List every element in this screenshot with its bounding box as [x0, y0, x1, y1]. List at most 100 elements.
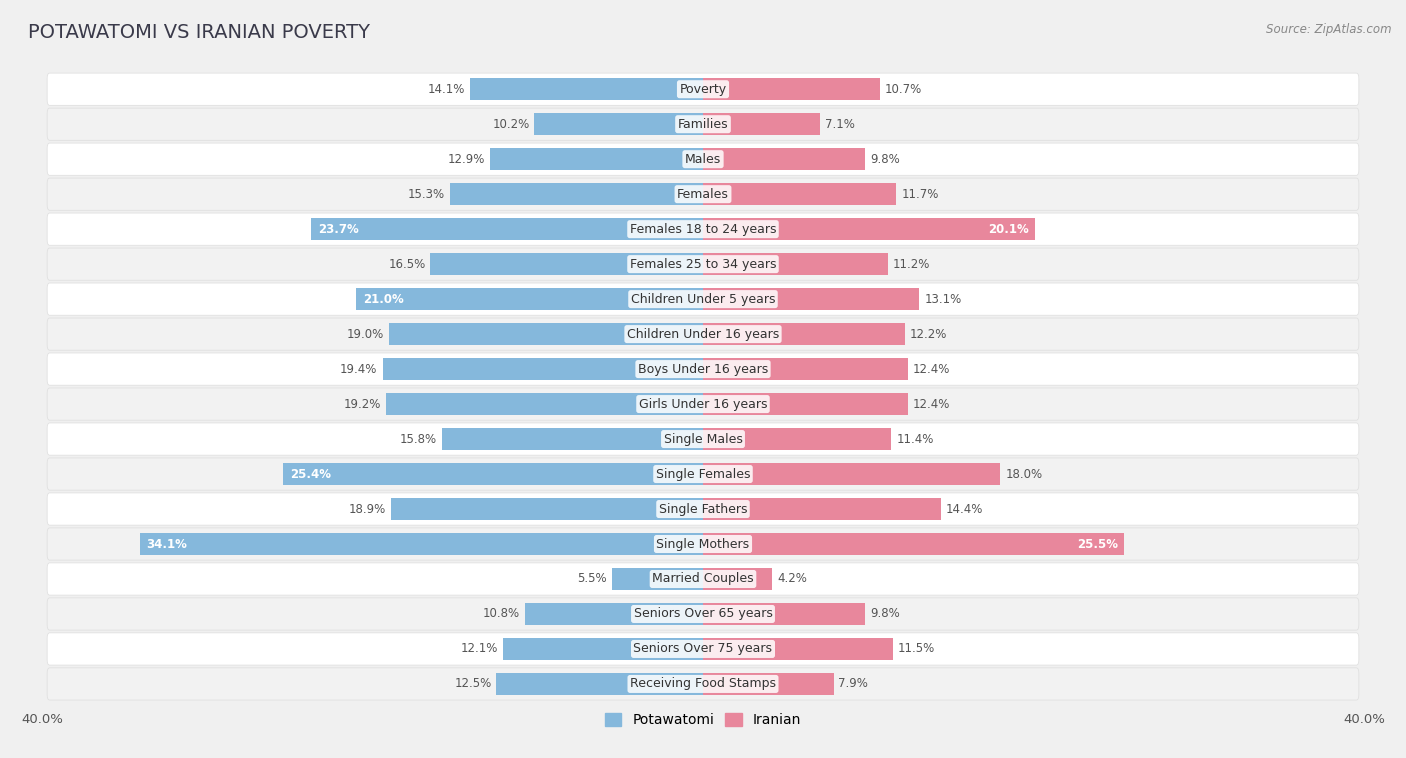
Bar	[503, 638, 703, 659]
Text: Source: ZipAtlas.com: Source: ZipAtlas.com	[1267, 23, 1392, 36]
Bar	[703, 393, 908, 415]
Text: Seniors Over 65 years: Seniors Over 65 years	[634, 607, 772, 621]
Bar	[703, 218, 1035, 240]
Text: 18.9%: 18.9%	[349, 503, 385, 515]
Bar	[703, 288, 920, 310]
Text: 10.8%: 10.8%	[482, 607, 520, 621]
Text: 11.5%: 11.5%	[898, 643, 935, 656]
Bar	[703, 114, 820, 135]
Bar	[534, 114, 703, 135]
FancyBboxPatch shape	[48, 283, 1358, 315]
Text: Males: Males	[685, 152, 721, 166]
Bar	[356, 288, 703, 310]
Text: 18.0%: 18.0%	[1005, 468, 1042, 481]
Bar	[496, 673, 703, 695]
Text: Children Under 5 years: Children Under 5 years	[631, 293, 775, 305]
FancyBboxPatch shape	[48, 598, 1358, 630]
Text: Children Under 16 years: Children Under 16 years	[627, 327, 779, 340]
Text: Females: Females	[678, 188, 728, 201]
Text: 19.4%: 19.4%	[340, 362, 378, 375]
Bar	[524, 603, 703, 625]
Bar	[385, 393, 703, 415]
FancyBboxPatch shape	[48, 388, 1358, 420]
FancyBboxPatch shape	[48, 353, 1358, 385]
Text: Boys Under 16 years: Boys Under 16 years	[638, 362, 768, 375]
FancyBboxPatch shape	[48, 108, 1358, 140]
Text: Single Mothers: Single Mothers	[657, 537, 749, 550]
Text: 15.8%: 15.8%	[399, 433, 437, 446]
Bar	[139, 533, 703, 555]
Legend: Potawatomi, Iranian: Potawatomi, Iranian	[599, 708, 807, 733]
FancyBboxPatch shape	[48, 458, 1358, 490]
Text: Single Fathers: Single Fathers	[659, 503, 747, 515]
Text: Married Couples: Married Couples	[652, 572, 754, 585]
Text: 12.5%: 12.5%	[454, 678, 492, 691]
FancyBboxPatch shape	[48, 668, 1358, 700]
Bar	[612, 568, 703, 590]
Text: 14.1%: 14.1%	[427, 83, 465, 96]
Bar	[703, 149, 865, 170]
Text: Girls Under 16 years: Girls Under 16 years	[638, 398, 768, 411]
Text: 19.0%: 19.0%	[347, 327, 384, 340]
Text: Single Males: Single Males	[664, 433, 742, 446]
Text: Receiving Food Stamps: Receiving Food Stamps	[630, 678, 776, 691]
Bar	[703, 323, 904, 345]
Text: 11.2%: 11.2%	[893, 258, 931, 271]
Text: 12.4%: 12.4%	[912, 398, 950, 411]
Bar	[703, 359, 908, 380]
Bar	[703, 78, 880, 100]
Text: 10.2%: 10.2%	[492, 117, 530, 130]
Bar	[703, 253, 889, 275]
Text: POTAWATOMI VS IRANIAN POVERTY: POTAWATOMI VS IRANIAN POVERTY	[28, 23, 370, 42]
Bar	[703, 673, 834, 695]
Text: 9.8%: 9.8%	[870, 607, 900, 621]
Bar	[703, 533, 1125, 555]
FancyBboxPatch shape	[48, 213, 1358, 246]
Bar	[450, 183, 703, 205]
Text: 12.2%: 12.2%	[910, 327, 946, 340]
Text: 25.4%: 25.4%	[290, 468, 330, 481]
Text: 5.5%: 5.5%	[578, 572, 607, 585]
Bar	[441, 428, 703, 450]
FancyBboxPatch shape	[48, 73, 1358, 105]
Text: Females 18 to 24 years: Females 18 to 24 years	[630, 223, 776, 236]
FancyBboxPatch shape	[48, 248, 1358, 280]
Text: 16.5%: 16.5%	[388, 258, 426, 271]
Text: 7.9%: 7.9%	[838, 678, 869, 691]
Text: 12.1%: 12.1%	[461, 643, 498, 656]
Text: 34.1%: 34.1%	[146, 537, 187, 550]
Bar	[470, 78, 703, 100]
Text: Seniors Over 75 years: Seniors Over 75 years	[634, 643, 772, 656]
Text: 13.1%: 13.1%	[924, 293, 962, 305]
Bar	[703, 603, 865, 625]
Bar	[703, 568, 772, 590]
Text: 12.4%: 12.4%	[912, 362, 950, 375]
FancyBboxPatch shape	[48, 493, 1358, 525]
Bar	[284, 463, 703, 485]
Text: 21.0%: 21.0%	[363, 293, 404, 305]
Text: 10.7%: 10.7%	[884, 83, 922, 96]
FancyBboxPatch shape	[48, 143, 1358, 175]
Bar	[382, 359, 703, 380]
Text: 4.2%: 4.2%	[778, 572, 807, 585]
Text: 12.9%: 12.9%	[447, 152, 485, 166]
Bar	[391, 498, 703, 520]
Bar	[703, 428, 891, 450]
Bar	[703, 463, 1001, 485]
Text: 14.4%: 14.4%	[946, 503, 983, 515]
Bar	[703, 183, 896, 205]
Text: 11.4%: 11.4%	[896, 433, 934, 446]
Text: 23.7%: 23.7%	[318, 223, 359, 236]
Text: 7.1%: 7.1%	[825, 117, 855, 130]
Bar	[312, 218, 703, 240]
Text: 20.1%: 20.1%	[987, 223, 1028, 236]
Bar	[389, 323, 703, 345]
Text: 11.7%: 11.7%	[901, 188, 939, 201]
Text: 19.2%: 19.2%	[343, 398, 381, 411]
Text: Poverty: Poverty	[679, 83, 727, 96]
FancyBboxPatch shape	[48, 528, 1358, 560]
Text: Females 25 to 34 years: Females 25 to 34 years	[630, 258, 776, 271]
FancyBboxPatch shape	[48, 318, 1358, 350]
Bar	[703, 498, 941, 520]
FancyBboxPatch shape	[48, 563, 1358, 595]
